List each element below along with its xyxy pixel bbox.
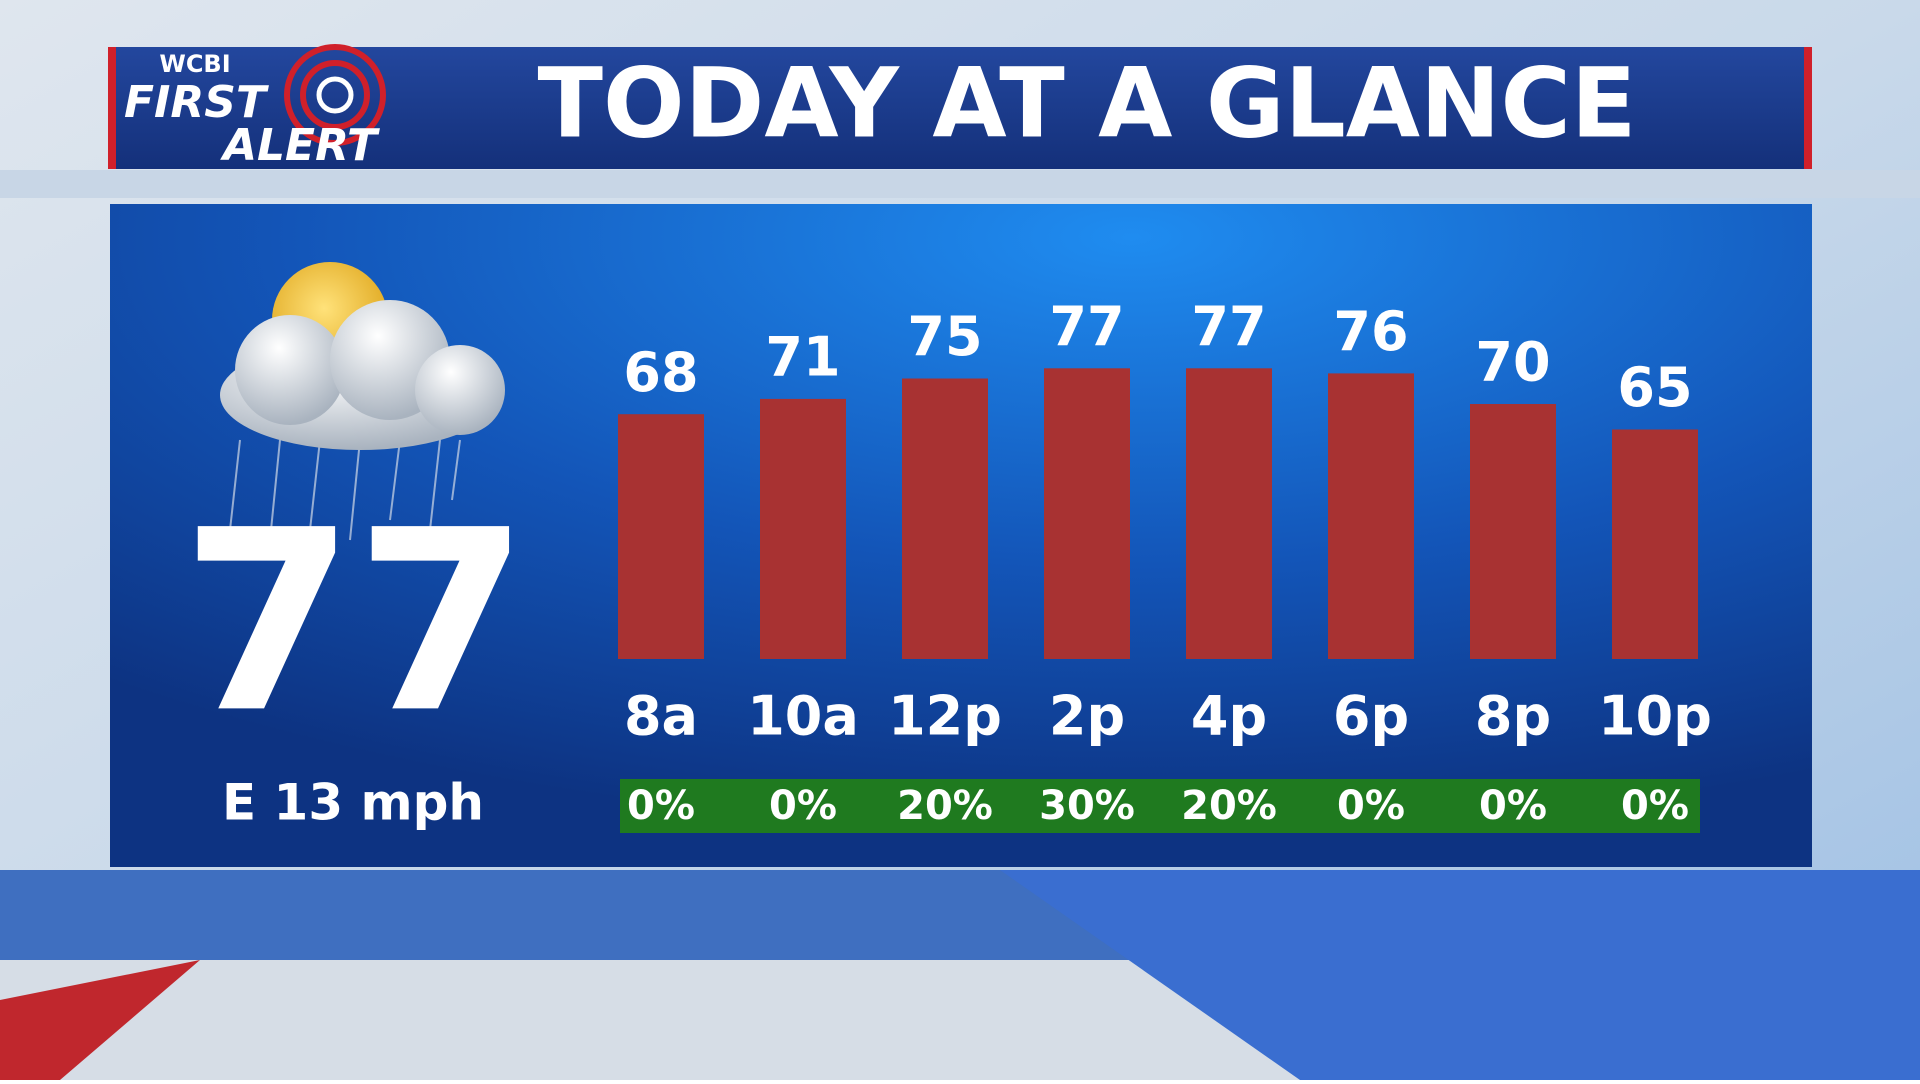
precipitation-label: 30% bbox=[1039, 783, 1135, 829]
logo-ring bbox=[284, 44, 386, 146]
logo: WCBI FIRST ALERT bbox=[124, 44, 386, 171]
bar bbox=[1328, 373, 1414, 659]
value-label: 77 bbox=[1191, 295, 1266, 358]
logo-ring bbox=[316, 76, 354, 114]
logo-ring bbox=[300, 60, 370, 130]
category-label: 4p bbox=[1191, 685, 1267, 748]
bar bbox=[760, 398, 846, 659]
category-label: 12p bbox=[888, 685, 1002, 748]
band bbox=[1000, 870, 1920, 1080]
value-label: 75 bbox=[907, 305, 982, 368]
bar bbox=[1186, 368, 1272, 659]
bar bbox=[618, 414, 704, 659]
header-bar bbox=[108, 47, 1812, 169]
title: TODAY AT A GLANCE bbox=[538, 47, 1637, 159]
logo-text: FIRST bbox=[124, 77, 269, 128]
precipitation-label: 0% bbox=[1621, 783, 1689, 829]
wind: E 13 mph bbox=[222, 774, 484, 832]
category-label: 2p bbox=[1049, 685, 1125, 748]
current-temperature: 77 bbox=[181, 476, 529, 767]
value-label: 76 bbox=[1333, 300, 1408, 363]
category-label: 6p bbox=[1333, 685, 1409, 748]
precipitation-label: 20% bbox=[1181, 783, 1277, 829]
cloud bbox=[415, 345, 505, 435]
header-edge bbox=[108, 47, 116, 169]
precipitation-label: 0% bbox=[1337, 783, 1405, 829]
precipitation-strip bbox=[620, 779, 1700, 833]
header-edge bbox=[1804, 47, 1812, 169]
value-label: 70 bbox=[1475, 331, 1550, 394]
precipitation-label: 0% bbox=[1479, 783, 1547, 829]
logo-text: WCBI bbox=[159, 50, 230, 78]
cloud bbox=[235, 315, 345, 425]
bar bbox=[1470, 404, 1556, 659]
precipitation-label: 0% bbox=[769, 783, 837, 829]
precipitation-label: 20% bbox=[897, 783, 993, 829]
logo-text: ALERT bbox=[220, 120, 380, 171]
rain bbox=[229, 439, 461, 541]
bar bbox=[902, 378, 988, 659]
value-label: 71 bbox=[765, 326, 840, 389]
value-label: 77 bbox=[1049, 295, 1124, 358]
band bbox=[0, 170, 1920, 198]
value-label: 65 bbox=[1617, 356, 1692, 419]
precipitation-label: 0% bbox=[627, 783, 695, 829]
bar bbox=[1044, 368, 1130, 659]
category-label: 8p bbox=[1475, 685, 1551, 748]
category-label: 10a bbox=[747, 685, 859, 748]
category-label: 10p bbox=[1598, 685, 1712, 748]
weather-icon bbox=[220, 262, 505, 541]
category-label: 8a bbox=[624, 685, 698, 748]
stripe bbox=[0, 960, 200, 1080]
bar bbox=[1612, 429, 1698, 659]
value-label: 68 bbox=[623, 341, 698, 404]
